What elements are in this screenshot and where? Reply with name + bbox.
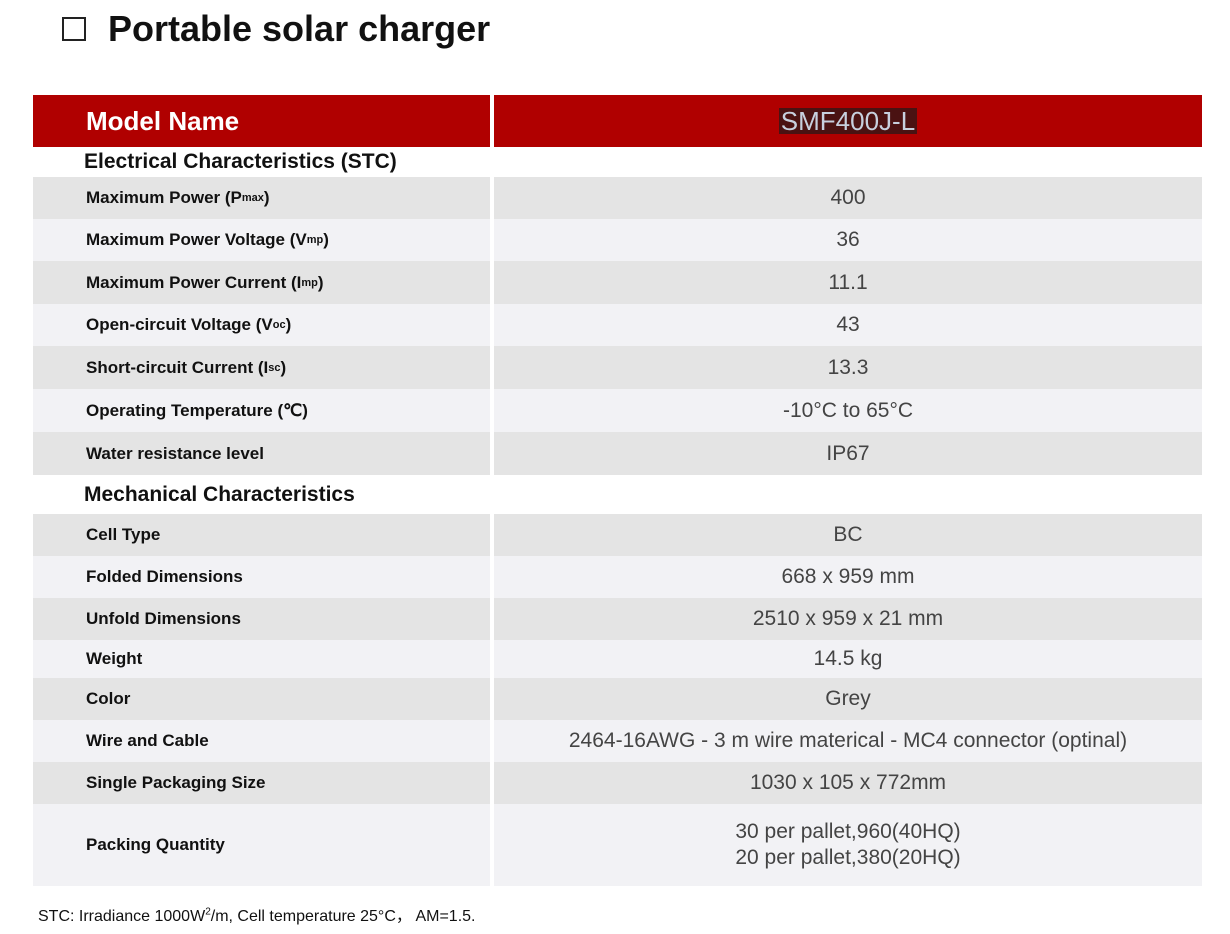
spec-row: Weight 14.5 kg — [33, 640, 1202, 678]
spec-label: Open-circuit Voltage (V oc) — [33, 304, 490, 346]
section-title: Electrical Characteristics (STC) — [84, 150, 397, 173]
footnote-sup: 2 — [205, 906, 211, 918]
spec-value: -10°C to 65°C — [494, 389, 1202, 432]
spec-value: 2464-16AWG - 3 m wire materical - MC4 co… — [494, 720, 1202, 762]
spec-label: Weight — [33, 640, 490, 678]
spec-row: Open-circuit Voltage (V oc) 43 — [33, 304, 1202, 346]
label-text: ) — [285, 315, 292, 334]
value-line: 20 per pallet,380(20HQ) — [735, 846, 961, 869]
page-title: Portable solar charger — [108, 8, 491, 49]
spec-value: 400 — [494, 177, 1202, 219]
label-text: Short-circuit Current (I — [86, 357, 269, 377]
spec-value: 11.1 — [494, 261, 1202, 304]
spec-label: Operating Temperature (℃) — [33, 389, 490, 432]
footnote-text: STC: Irradiance 1000W — [38, 908, 206, 925]
spec-label: Unfold Dimensions — [33, 598, 490, 640]
spec-row: Water resistance level IP67 — [33, 432, 1202, 475]
label-text: ) — [280, 357, 287, 377]
spec-row: Operating Temperature (℃) -10°C to 65°C — [33, 389, 1202, 432]
header-value: SMF400J-L — [778, 106, 918, 136]
label-text: Open-circuit Voltage (V — [86, 315, 273, 334]
value-line: 30 per pallet,960(40HQ) — [735, 820, 961, 843]
header-row: Model Name SMF400J-L — [33, 95, 1202, 147]
spec-value: 1030 x 105 x 772mm — [494, 762, 1202, 804]
label-text: ) — [263, 188, 270, 207]
spec-row: Maximum Power (P max) 400 — [33, 177, 1202, 219]
spec-value: 668 x 959 mm — [494, 556, 1202, 598]
header-value-cell: SMF400J-L — [494, 95, 1202, 147]
label-text: Maximum Power (P — [86, 188, 242, 207]
spec-value: Grey — [494, 678, 1202, 720]
spec-value: IP67 — [494, 432, 1202, 475]
spec-row: Maximum Power Voltage (V mp) 36 — [33, 219, 1202, 261]
spec-value: BC — [494, 514, 1202, 556]
spec-label: Cell Type — [33, 514, 490, 556]
spec-row: Cell Type BC — [33, 514, 1202, 556]
spec-label: Single Packaging Size — [33, 762, 490, 804]
spec-row: Short-circuit Current (I sc) 13.3 — [33, 346, 1202, 389]
footnote-text: /m, Cell temperature 25°C， AM=1.5. — [210, 908, 476, 925]
spec-label: Water resistance level — [33, 432, 490, 475]
spec-label: Color — [33, 678, 490, 720]
label-sub: mp — [306, 234, 324, 246]
spec-row: Packing Quantity 30 per pallet,960(40HQ) 2… — [33, 804, 1202, 886]
label-sub: oc — [272, 319, 286, 331]
label-sub: sc — [268, 361, 281, 374]
spec-value: 2510 x 959 x 21 mm — [494, 598, 1202, 640]
spec-row: Folded Dimensions 668 x 959 mm — [33, 556, 1202, 598]
spec-row: Wire and Cable 2464-16AWG - 3 m wire mate… — [33, 720, 1202, 762]
label-text: ) — [317, 272, 324, 292]
spec-value: 43 — [494, 304, 1202, 346]
spec-label: Wire and Cable — [33, 720, 490, 762]
section-title: Mechanical Characteristics — [84, 482, 355, 506]
spec-label: Maximum Power Voltage (V mp) — [33, 219, 490, 261]
spec-row: Unfold Dimensions 2510 x 959 x 21 mm — [33, 598, 1202, 640]
spec-row: Single Packaging Size 1030 x 105 x 772mm — [33, 762, 1202, 804]
spec-value: 13.3 — [494, 346, 1202, 389]
spec-label: Maximum Power (P max) — [33, 177, 490, 219]
label-text: ) — [323, 230, 329, 249]
spec-value: 30 per pallet,960(40HQ) 20 per pallet,380… — [494, 804, 1202, 886]
spec-label: Folded Dimensions — [33, 556, 490, 598]
label-sub: mp — [301, 276, 318, 289]
spec-label: Packing Quantity — [33, 804, 490, 886]
spec-row: Maximum Power Current (I mp) 11.1 — [33, 261, 1202, 304]
label-sub: max — [241, 192, 264, 204]
checkbox — [62, 17, 86, 41]
spec-label: Short-circuit Current (I sc) — [33, 346, 490, 389]
spec-label: Maximum Power Current (I mp) — [33, 261, 490, 304]
spec-value: 36 — [494, 219, 1202, 261]
label-text: Maximum Power Current (I — [86, 272, 302, 292]
spec-row: Color Grey — [33, 678, 1202, 720]
footnote: STC: Irradiance 1000W2/m, Cell temperatu… — [38, 902, 475, 926]
label-text: Maximum Power Voltage (V — [86, 230, 307, 249]
header-label: Model Name — [33, 95, 490, 147]
spec-value: 14.5 kg — [494, 640, 1202, 678]
